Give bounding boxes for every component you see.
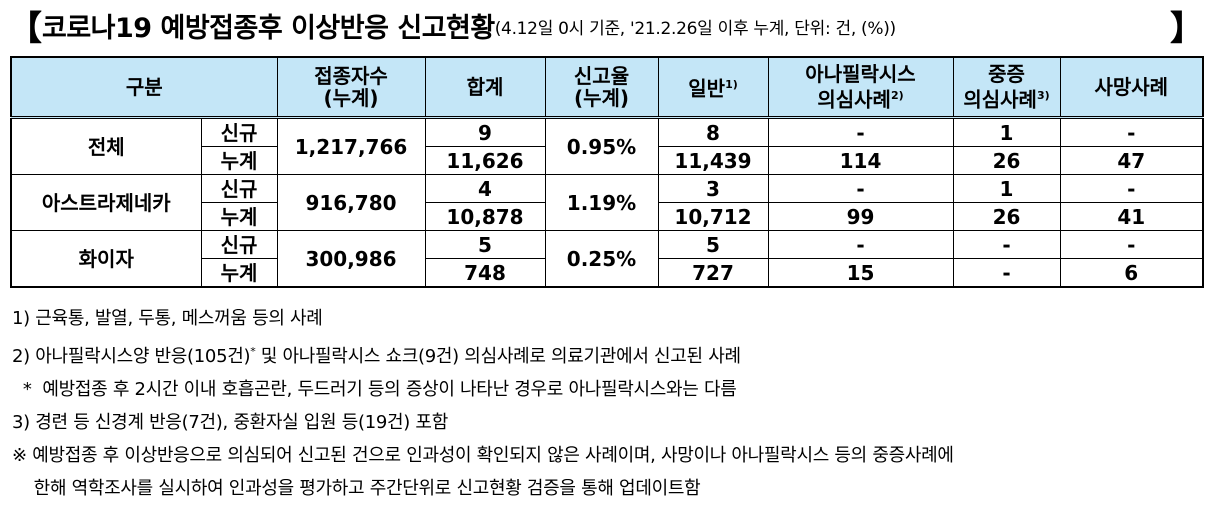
footnote-2: 2) 아나필락시스양 반응(105건)* 및 아나필락시스 쇼크(9건) 의심사… (12, 345, 741, 367)
anaphylaxis-cell: 99 (767, 202, 954, 231)
title-main: 코로나19 예방접종후 이상반응 신고현황 (42, 13, 495, 44)
footnote-remark: ※ 예방접종 후 이상반응으로 의심되어 신고된 건으로 인과성이 확인되지 않… (12, 445, 954, 466)
severe-cell: 26 (952, 146, 1061, 175)
total-cell: 4 (424, 174, 546, 203)
total-cell: 9 (424, 117, 546, 147)
severe-cell: - (952, 258, 1061, 288)
total-cell: 10,878 (424, 202, 546, 231)
header-category: 구분 (10, 56, 278, 119)
anaphylaxis-cell: - (767, 230, 954, 259)
row-name: 화이자 (10, 230, 202, 288)
footnotes: 1) 근육통, 발열, 두통, 메스꺼움 등의 사례 2) 아나필락시스양 반응… (12, 302, 1202, 505)
footnote-1: 1) 근육통, 발열, 두통, 메스꺼움 등의 사례 (12, 308, 323, 329)
general-cell: 8 (657, 117, 769, 147)
anaphylaxis-cell: 114 (767, 146, 954, 175)
general-cell: 5 (657, 230, 769, 259)
header-death: 사망사례 (1059, 56, 1204, 119)
vaccinated-cell: 1,217,766 (276, 117, 426, 175)
severe-cell: 1 (952, 174, 1061, 203)
death-cell: - (1059, 117, 1204, 147)
anaphylaxis-cell: 15 (767, 258, 954, 288)
vaccinated-cell: 300,986 (276, 230, 426, 288)
table-row: 누계 11,626 11,439 114 26 47 (11, 146, 1204, 175)
title-open-bracket: 【 (8, 9, 42, 49)
title-subtitle: (4.12일 0시 기준, '21.2.26일 이후 누계, 단위: 건, (%… (494, 19, 896, 39)
report-table: 구분 접종자수 (누계) 합계 신고율 (누계) 일반1) 아나필락시스 의심사례2)… (10, 56, 1204, 288)
general-cell: 727 (657, 258, 769, 288)
total-cell: 5 (424, 230, 546, 259)
row-sub-label: 누계 (200, 202, 278, 231)
vaccinated-cell: 916,780 (276, 174, 426, 231)
rate-cell: 1.19% (544, 174, 659, 231)
severe-cell: 1 (952, 117, 1061, 147)
table-row: 누계 748 727 15 - 6 (11, 258, 1204, 288)
header-total: 합계 (424, 56, 546, 119)
row-sub-label: 누계 (200, 258, 278, 288)
row-sub-label: 누계 (200, 146, 278, 175)
header-anaphylaxis: 아나필락시스 의심사례2) (767, 56, 954, 119)
severe-cell: 26 (952, 202, 1061, 231)
row-name: 전체 (10, 117, 202, 175)
table-row: 전체 신규 1,217,766 9 0.95% 8 - 1 - (10, 117, 1204, 175)
row-sub-label: 신규 (200, 117, 278, 147)
death-cell: 47 (1059, 146, 1204, 175)
row-sub-label: 신규 (200, 174, 278, 203)
table-title: 【코로나19 예방접종후 이상반응 신고현황(4.12일 0시 기준, '21.… (8, 6, 1204, 52)
general-cell: 11,439 (657, 146, 769, 175)
footnote-3: 3) 경련 등 신경계 반응(7건), 중환자실 입원 등(19건) 포함 (12, 412, 448, 433)
row-name: 아스트라제네카 (10, 174, 202, 231)
footnote-2-asterisk: * 예방접종 후 2시간 이내 호흡곤란, 두드러기 등의 증상이 나타난 경우… (12, 379, 737, 400)
anaphylaxis-cell: - (767, 174, 954, 203)
header-row: 구분 접종자수 (누계) 합계 신고율 (누계) 일반1) 아나필락시스 의심사례2)… (10, 56, 1204, 119)
table-row: 화이자 신규 300,986 5 0.25% 5 - - - (10, 230, 1204, 288)
total-cell: 748 (424, 258, 546, 288)
header-vaccinated: 접종자수 (누계) (276, 56, 426, 119)
header-general: 일반1) (657, 56, 769, 119)
total-cell: 11,626 (424, 146, 546, 175)
table-row: 아스트라제네카 신규 916,780 4 1.19% 3 - 1 - (10, 174, 1204, 231)
death-cell: 6 (1059, 258, 1204, 288)
general-cell: 3 (657, 174, 769, 203)
row-sub-label: 신규 (200, 230, 278, 259)
title-close-bracket: 】 (1170, 9, 1204, 49)
rate-cell: 0.25% (544, 230, 659, 288)
anaphylaxis-cell: - (767, 117, 954, 147)
death-cell: - (1059, 174, 1204, 203)
header-rate: 신고율 (누계) (544, 56, 659, 119)
footnote-remark-cont: 한해 역학조사를 실시하여 인과성을 평가하고 주간단위로 신고현황 검증을 통… (12, 478, 701, 499)
rate-cell: 0.95% (544, 117, 659, 175)
severe-cell: - (952, 230, 1061, 259)
table-row: 누계 10,878 10,712 99 26 41 (11, 202, 1204, 231)
general-cell: 10,712 (657, 202, 769, 231)
death-cell: 41 (1059, 202, 1204, 231)
header-severe: 중증 의심사례3) (952, 56, 1061, 119)
death-cell: - (1059, 230, 1204, 259)
